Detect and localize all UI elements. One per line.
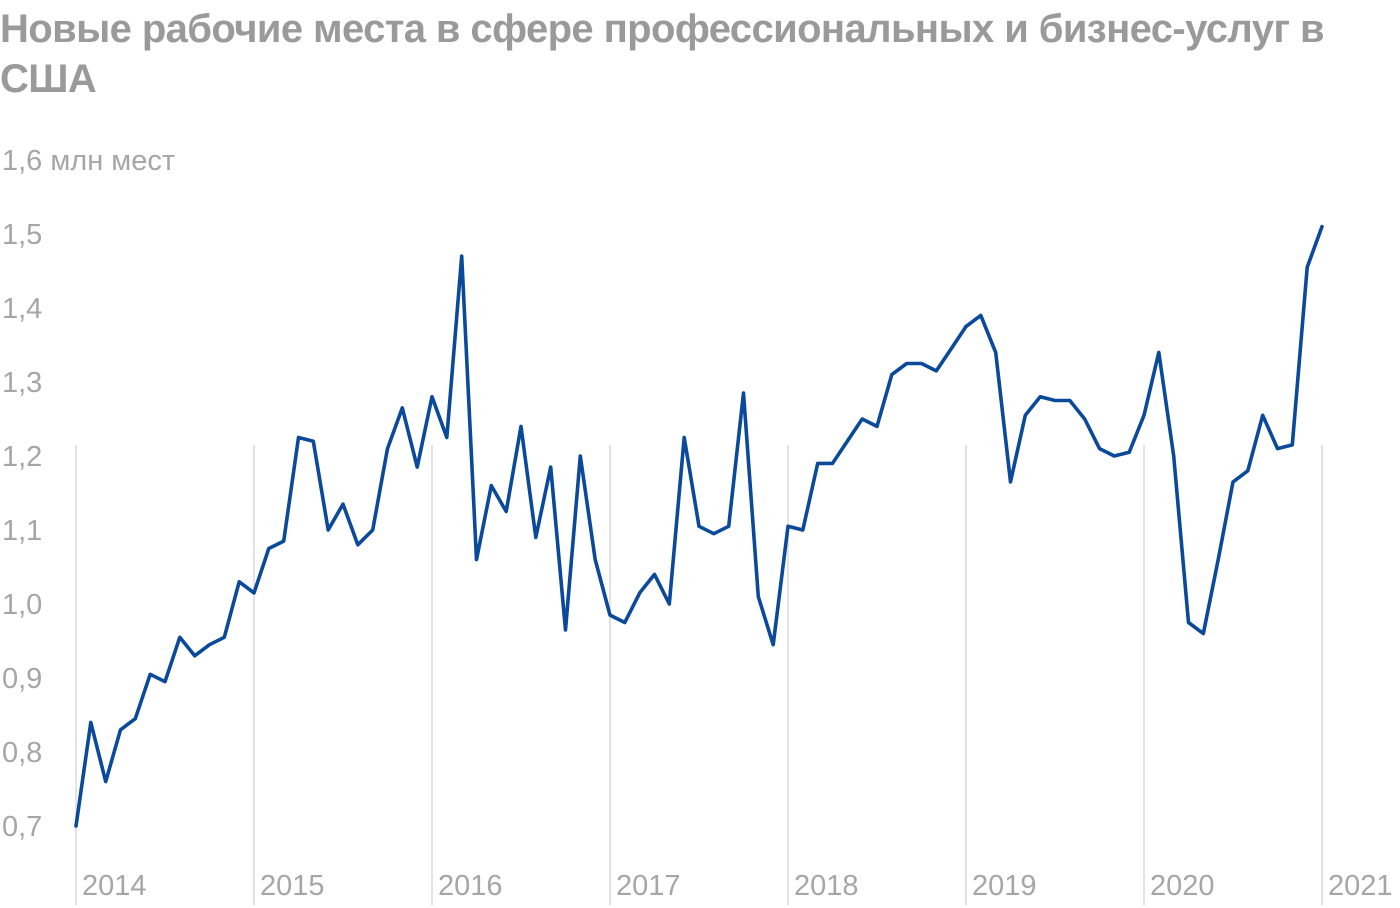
x-tick-label: 2018 (794, 870, 859, 902)
series-layer (74, 224, 1324, 828)
x-tick-label: 2017 (616, 870, 681, 902)
y-tick-label: 0,7 (2, 811, 42, 843)
y-tick-label: 1,0 (2, 589, 42, 621)
series-line-0 (74, 224, 1324, 828)
y-axis-ticks: 0,7 0,8 0,9 1,0 1,1 1,2 1,3 1,4 1,5 1,6 млн мест (2, 145, 175, 843)
y-tick-label: 0,9 (2, 663, 42, 695)
x-tick-label: 2020 (1150, 870, 1215, 902)
grid-lines (75, 445, 1323, 905)
x-tick-label: 2016 (438, 870, 503, 902)
x-tick-label: 2015 (260, 870, 325, 902)
y-tick-label: 1,6 млн мест (2, 145, 175, 177)
x-tick-label: 2014 (82, 870, 147, 902)
x-tick-label: 2019 (972, 870, 1037, 902)
y-tick-label: 1,2 (2, 441, 42, 473)
y-tick-label: 1,4 (2, 293, 42, 325)
y-tick-label: 1,5 (2, 219, 42, 251)
y-tick-label: 0,8 (2, 737, 42, 769)
x-axis-ticks: 2014 2015 2016 2017 2018 2019 2020 2021 (82, 870, 1393, 902)
chart-title: Новые рабочие места в сфере профессионал… (0, 7, 1325, 101)
y-tick-label: 1,1 (2, 515, 42, 547)
x-tick-label: 2021 (1328, 870, 1393, 902)
y-tick-label: 1,3 (2, 367, 42, 399)
